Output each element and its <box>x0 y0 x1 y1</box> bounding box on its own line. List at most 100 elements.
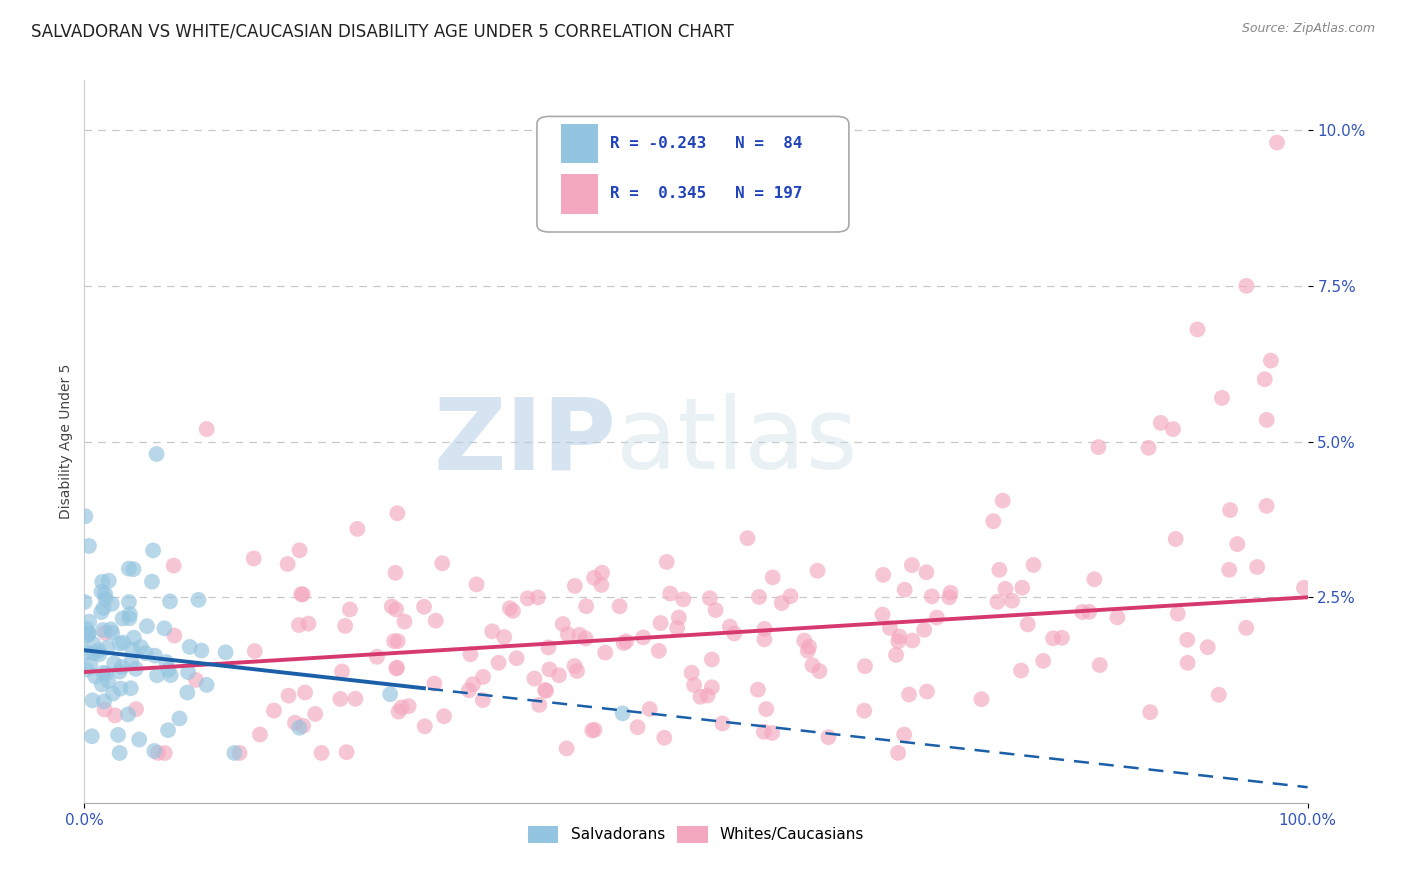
Point <box>1022 558 1045 572</box>
Point <box>329 692 352 706</box>
Point <box>73 595 96 609</box>
Point <box>1187 322 1209 336</box>
Point <box>153 746 176 760</box>
Y-axis label: Disability Age Under 5: Disability Age Under 5 <box>59 364 73 519</box>
Point <box>884 648 907 662</box>
Point <box>912 623 935 637</box>
Point <box>94 587 117 601</box>
Point <box>925 610 948 624</box>
Point <box>898 688 921 702</box>
Point <box>153 621 176 635</box>
Point <box>97 574 120 588</box>
Point <box>893 727 915 741</box>
Point <box>659 586 682 600</box>
Point <box>887 634 910 648</box>
Point <box>77 627 100 641</box>
Point <box>163 629 186 643</box>
Point <box>1042 632 1064 646</box>
Point <box>529 698 551 712</box>
Point <box>1226 537 1249 551</box>
Point <box>93 702 115 716</box>
Point <box>96 640 118 655</box>
Point <box>101 625 124 640</box>
Point <box>915 566 938 580</box>
Point <box>82 637 104 651</box>
Point <box>157 723 180 738</box>
Point <box>609 599 631 614</box>
Point <box>755 702 778 716</box>
Point <box>1001 593 1024 607</box>
Point <box>1256 413 1278 427</box>
Text: R =  0.345   N = 197: R = 0.345 N = 197 <box>610 186 803 202</box>
Point <box>893 582 915 597</box>
Point <box>1197 640 1219 655</box>
Point <box>901 633 924 648</box>
Point <box>277 689 299 703</box>
Point <box>82 693 104 707</box>
Point <box>284 715 307 730</box>
Point <box>613 636 636 650</box>
Point <box>77 626 100 640</box>
Point <box>465 577 488 591</box>
Point <box>591 566 613 580</box>
Point <box>94 666 117 681</box>
FancyBboxPatch shape <box>561 174 598 214</box>
Point <box>100 623 122 637</box>
Point <box>593 646 616 660</box>
Point <box>921 590 943 604</box>
Point <box>108 746 131 760</box>
Point <box>1236 278 1258 293</box>
Point <box>423 676 446 690</box>
Point <box>143 648 166 663</box>
Point <box>108 665 131 679</box>
Point <box>159 594 181 608</box>
Point <box>398 699 420 714</box>
Point <box>583 571 606 585</box>
Point <box>575 632 598 646</box>
Point <box>118 561 141 575</box>
Point <box>1078 605 1101 619</box>
Point <box>120 681 142 696</box>
Text: Source: ZipAtlas.com: Source: ZipAtlas.com <box>1241 22 1375 36</box>
Point <box>505 651 527 665</box>
Point <box>1107 610 1129 624</box>
Point <box>79 657 101 672</box>
Point <box>638 702 661 716</box>
Point <box>242 551 264 566</box>
Point <box>143 744 166 758</box>
Point <box>90 584 112 599</box>
Point <box>591 578 613 592</box>
Point <box>169 711 191 725</box>
Point <box>228 746 250 760</box>
Point <box>433 709 456 723</box>
Point <box>889 630 911 644</box>
Point <box>872 607 894 622</box>
Point <box>689 690 711 704</box>
Point <box>214 645 236 659</box>
Point <box>565 664 588 678</box>
Point <box>94 625 117 640</box>
Point <box>391 700 413 714</box>
Point <box>125 702 148 716</box>
Point <box>118 595 141 609</box>
Point <box>700 680 723 694</box>
Point <box>187 593 209 607</box>
Point <box>981 514 1004 528</box>
Point <box>779 589 801 603</box>
Point <box>75 629 97 643</box>
Point <box>146 668 169 682</box>
Point <box>748 590 770 604</box>
Point <box>747 682 769 697</box>
Point <box>112 635 135 649</box>
Point <box>146 746 169 760</box>
Point <box>1208 688 1230 702</box>
Point <box>118 607 141 622</box>
Point <box>1218 563 1240 577</box>
Point <box>121 642 143 657</box>
Point <box>382 634 405 648</box>
Point <box>1260 353 1282 368</box>
Point <box>294 685 316 699</box>
Point <box>534 683 557 698</box>
Point <box>801 658 824 673</box>
FancyBboxPatch shape <box>537 116 849 232</box>
